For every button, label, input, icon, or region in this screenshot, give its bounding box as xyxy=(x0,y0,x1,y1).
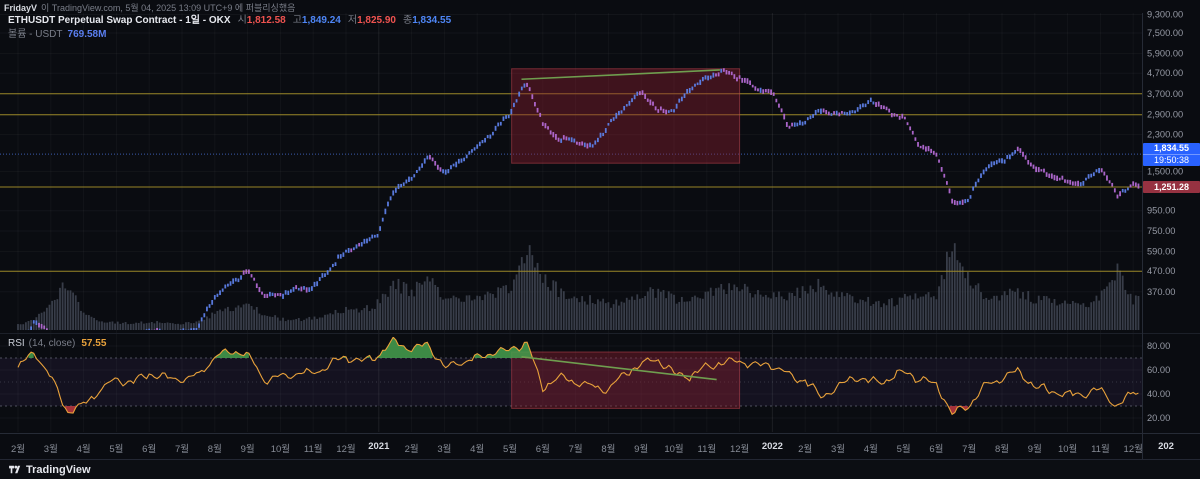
svg-text:2,900.00: 2,900.00 xyxy=(1147,110,1183,120)
volume-bars xyxy=(17,243,1140,330)
time-axis-label: 5월 xyxy=(109,444,124,455)
time-axis-label: 6월 xyxy=(929,444,944,455)
svg-text:20.00: 20.00 xyxy=(1147,413,1170,423)
rsi-plot xyxy=(17,337,1139,416)
time-axis-label: 3월 xyxy=(437,444,452,455)
time-axis-label: 3월 xyxy=(43,444,58,455)
publisher-name[interactable]: FridayV xyxy=(4,3,38,13)
time-axis-label: 11월 xyxy=(697,444,717,455)
symbol-title[interactable]: ETHUSDT Perpetual Swap Contract - 1일 - O… xyxy=(8,15,231,26)
svg-text:470.00: 470.00 xyxy=(1147,266,1175,276)
current-price-badge: 1,834.55 19:50:38 xyxy=(1143,143,1200,166)
svg-text:5,900.00: 5,900.00 xyxy=(1147,49,1183,59)
close-label: 종 xyxy=(403,15,413,26)
rsi-trendline-drawing xyxy=(521,356,717,381)
publish-text: 이 TradingView.com, 5월 04, 2025 13:09 UTC… xyxy=(41,3,296,13)
time-axis-label: 6월 xyxy=(142,444,157,455)
svg-text:3,700.00: 3,700.00 xyxy=(1147,89,1183,99)
time-axis-label: 4월 xyxy=(863,444,878,455)
volume-value: 769.58M xyxy=(67,29,107,40)
high-value: 1,849.24 xyxy=(301,15,341,26)
time-axis-label: 10월 xyxy=(664,444,684,455)
time-axis-label: 5월 xyxy=(502,444,518,455)
time-axis-label: 9월 xyxy=(1027,444,1042,455)
svg-text:60.00: 60.00 xyxy=(1147,365,1170,375)
ohlc-readout: 시1,812.58 고1,849.24 저1,825.90 종1,834.55 xyxy=(231,15,452,26)
high-label: 고 xyxy=(292,15,302,26)
svg-text:750.00: 750.00 xyxy=(1147,226,1175,236)
time-axis-label: 12월 xyxy=(1123,444,1143,455)
tradingview-brand-text: TradingView xyxy=(26,463,91,476)
time-axis-label: 8월 xyxy=(994,444,1010,455)
svg-text:40.00: 40.00 xyxy=(1147,389,1170,399)
svg-text:590.00: 590.00 xyxy=(1147,247,1175,257)
svg-text:1,500.00: 1,500.00 xyxy=(1147,166,1183,176)
time-axis-label: 11월 xyxy=(1091,444,1110,455)
volume-label: 볼륨 - USDT xyxy=(8,29,63,40)
open-value: 1,812.58 xyxy=(246,15,286,26)
rsi-box-drawing xyxy=(511,351,741,409)
rsi-legend: RSI (14, close) 57.55 xyxy=(8,338,106,349)
publish-info-bar: FridayV 이 TradingView.com, 5월 04, 2025 13… xyxy=(0,0,1200,14)
time-axis-label: 12월 xyxy=(729,444,750,455)
price-level-badge: 1,251.28 xyxy=(1143,181,1200,193)
svg-text:2,300.00: 2,300.00 xyxy=(1147,130,1183,140)
time-axis-label: 11월 xyxy=(303,444,323,455)
svg-text:4,700.00: 4,700.00 xyxy=(1147,68,1183,78)
time-axis-label: 4월 xyxy=(470,444,485,455)
price-trendline-drawing xyxy=(521,69,720,81)
time-axis-label: 3월 xyxy=(830,444,846,455)
time-axis-label: 8월 xyxy=(601,444,616,455)
tradingview-logo[interactable]: TradingView xyxy=(8,463,91,476)
time-axis-label: 6월 xyxy=(535,444,550,455)
time-axis-label: 4월 xyxy=(76,444,91,455)
rsi-indicator-params: (14, close) xyxy=(28,338,76,349)
rsi-band xyxy=(0,358,1142,406)
svg-text:950.00: 950.00 xyxy=(1147,206,1175,216)
time-axis-label: 2022 xyxy=(761,441,783,452)
svg-text:80.00: 80.00 xyxy=(1147,341,1170,351)
time-axis-label: 2월 xyxy=(10,444,26,455)
candles xyxy=(27,68,1140,330)
current-price-value: 1,834.55 xyxy=(1153,143,1190,153)
time-axis-label: 12월 xyxy=(336,444,356,455)
svg-text:9,300.00: 9,300.00 xyxy=(1147,10,1183,20)
axis-labels: 9,300.00 7,500.00 5,900.00 4,700.00 3,700.00… xyxy=(1147,10,1183,423)
time-axis-label: 202 xyxy=(1158,441,1174,452)
time-axis-label: 2월 xyxy=(404,444,419,455)
time-axis-label: 10월 xyxy=(270,444,291,455)
time-axis-label: 9월 xyxy=(240,444,255,455)
svg-text:370.00: 370.00 xyxy=(1147,287,1175,297)
footer-bar: TradingView xyxy=(0,459,1200,479)
time-axis-label: 10월 xyxy=(1057,444,1078,455)
rsi-indicator-title[interactable]: RSI xyxy=(8,338,25,349)
rsi-indicator-value: 57.55 xyxy=(81,338,107,349)
low-label: 저 xyxy=(347,15,358,26)
time-axis-label: 2월 xyxy=(798,444,813,455)
chart-legend: ETHUSDT Perpetual Swap Contract - 1일 - O… xyxy=(8,15,451,41)
open-label: 시 xyxy=(237,15,247,26)
time-axis-label: 2021 xyxy=(368,441,390,452)
close-value: 1,834.55 xyxy=(412,15,452,26)
svg-text:7,500.00: 7,500.00 xyxy=(1147,28,1183,38)
time-axis-label: 7월 xyxy=(962,444,977,455)
time-axis-label: 7월 xyxy=(568,444,583,455)
bar-close-countdown: 19:50:38 xyxy=(1143,154,1200,166)
time-axis[interactable]: 2월 3월 4월 5월 6월 7월 8월 9월 10월 11월 12월 2021 2월 3월 4월 5월 6월 7… xyxy=(0,434,1200,458)
low-value: 1,825.90 xyxy=(357,15,396,26)
time-axis-label: 5월 xyxy=(896,444,911,455)
time-axis-label: 8월 xyxy=(207,444,222,455)
tradingview-logo-icon xyxy=(9,465,21,474)
time-axis-label: 7월 xyxy=(174,444,190,455)
time-axis-label: 9월 xyxy=(634,444,649,455)
price-box-drawing xyxy=(511,68,741,164)
